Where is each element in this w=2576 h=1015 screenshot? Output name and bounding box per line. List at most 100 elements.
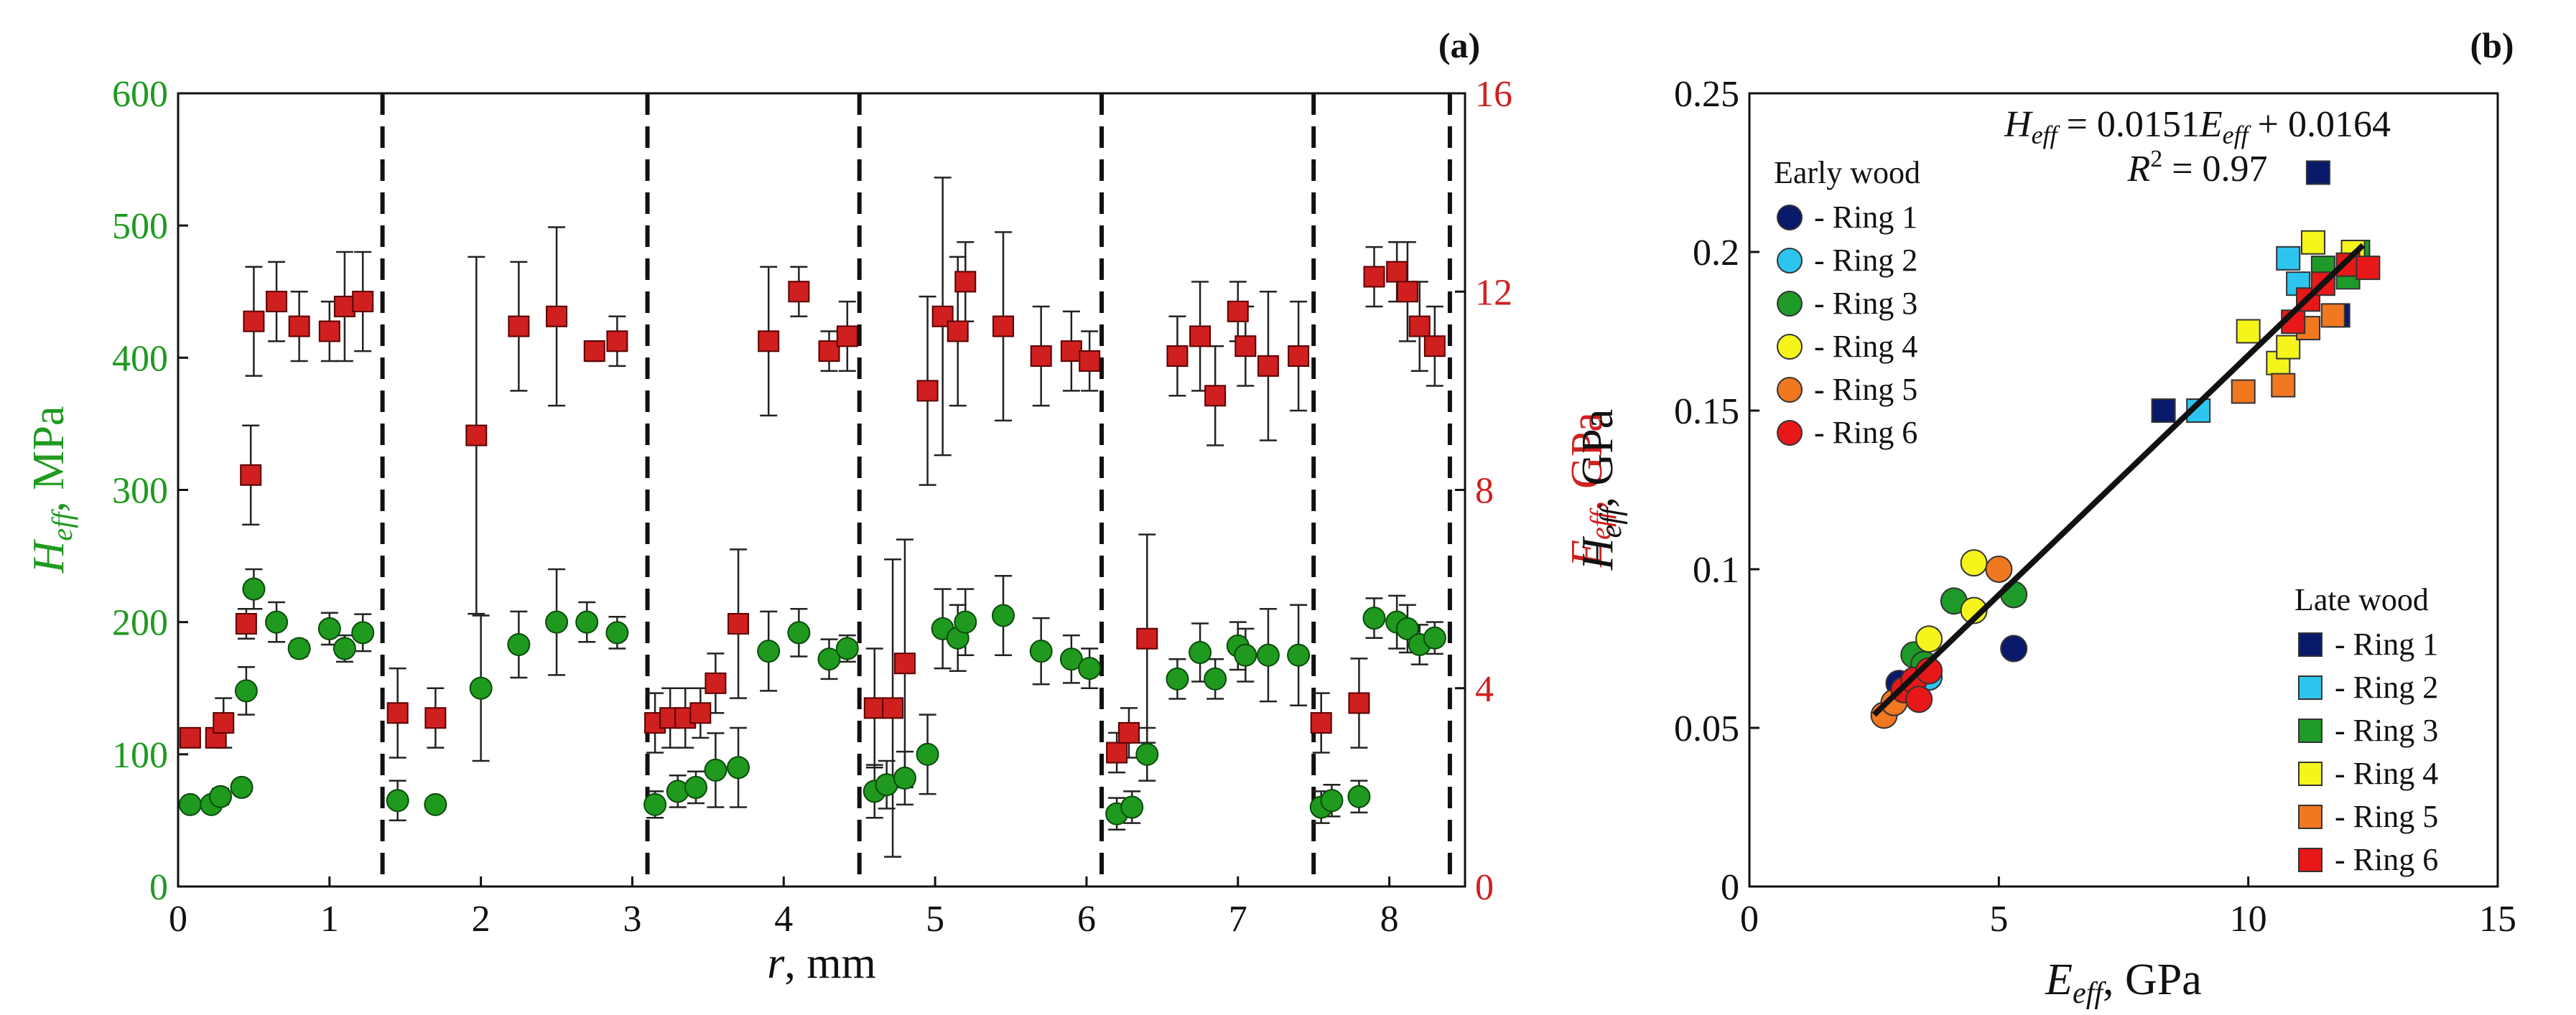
late-wood-point-ring5 bbox=[2271, 373, 2296, 398]
late-wood-point-ring5 bbox=[2320, 303, 2345, 328]
panel-a-x-axis-label: r, mm bbox=[767, 939, 876, 988]
h-eff-point bbox=[1189, 641, 1212, 665]
early-wood-point-ring5 bbox=[1985, 556, 2013, 583]
right-y-tick-label: 4 bbox=[1475, 669, 1494, 710]
legend-marker-ring3 bbox=[1777, 291, 1803, 317]
h-eff-markers bbox=[178, 577, 1446, 825]
h-eff-point bbox=[1320, 789, 1344, 813]
h-eff-point bbox=[333, 637, 356, 660]
x-tick-label: 7 bbox=[1229, 899, 1247, 940]
h-eff-point bbox=[605, 621, 629, 645]
e-eff-point bbox=[1234, 335, 1257, 357]
e-eff-point bbox=[1288, 345, 1310, 368]
panel-a-right-y-ticks: 0 4 8 12 16 bbox=[1455, 74, 1512, 908]
panel-b-frame bbox=[1748, 92, 2499, 888]
e-eff-point bbox=[266, 291, 288, 313]
b-y-tick-label: 0.15 bbox=[1674, 391, 1739, 432]
right-y-tick-label: 0 bbox=[1475, 867, 1494, 908]
early-wood-point-ring1 bbox=[2000, 635, 2028, 663]
e-eff-point bbox=[836, 325, 858, 347]
x-tick-label: 1 bbox=[320, 899, 339, 940]
panel-a-left-y-axis-label: Heff, MPa bbox=[24, 406, 78, 574]
left-y-tick-label: 300 bbox=[112, 471, 168, 512]
h-eff-point bbox=[265, 610, 289, 634]
early-wood-point-ring4 bbox=[1960, 597, 1988, 625]
left-y-tick-label: 100 bbox=[112, 735, 168, 776]
e-eff-markers bbox=[179, 261, 1446, 764]
legend-marker-ring4 bbox=[1777, 334, 1803, 360]
panel-b-points bbox=[1870, 160, 2381, 729]
h-eff-point bbox=[424, 792, 447, 816]
fit-equation: Heff = 0.0151Eeff + 0.0164 bbox=[2004, 104, 2391, 149]
left-y-tick-label: 600 bbox=[112, 74, 168, 115]
e-eff-point bbox=[1396, 281, 1418, 303]
panel-a-left-y-ticks: 0 100 200 300 400 500 600 bbox=[112, 74, 188, 908]
b-y-tick-label: 0 bbox=[1721, 867, 1739, 908]
panel-a-frame bbox=[177, 92, 1466, 888]
h-eff-point bbox=[1362, 607, 1386, 630]
legend-marker-ring2 bbox=[1777, 248, 1803, 273]
e-eff-point bbox=[727, 612, 750, 635]
b-x-tick-label: 5 bbox=[1989, 899, 2008, 940]
panel-b-label: (b) bbox=[2470, 25, 2514, 65]
panel-a-right-y-axis-label: Eeff, GPa bbox=[1563, 412, 1617, 568]
e-eff-point bbox=[758, 330, 780, 352]
legend-label: - Ring 6 bbox=[2335, 842, 2438, 877]
h-eff-point bbox=[1234, 643, 1257, 667]
e-eff-point bbox=[1408, 315, 1431, 337]
h-eff-point bbox=[1423, 626, 1446, 650]
h-eff-point bbox=[787, 621, 811, 645]
e-eff-point bbox=[583, 340, 605, 362]
h-eff-point bbox=[757, 640, 781, 663]
h-eff-point bbox=[684, 775, 708, 799]
legend-label: - Ring 1 bbox=[1814, 200, 1917, 235]
legend-marker-ring5 bbox=[1777, 377, 1803, 403]
e-eff-point bbox=[240, 464, 262, 486]
e-eff-error-bars bbox=[181, 177, 1443, 858]
h-eff-point bbox=[287, 637, 311, 660]
e-eff-point bbox=[1348, 692, 1370, 714]
h-eff-point bbox=[1166, 667, 1189, 691]
h-eff-point bbox=[386, 789, 409, 813]
h-eff-point bbox=[727, 756, 750, 780]
h-eff-point bbox=[954, 610, 977, 634]
h-eff-point bbox=[916, 742, 939, 766]
h-eff-point bbox=[234, 679, 258, 703]
h-eff-point bbox=[545, 610, 569, 634]
late-wood-point-ring4 bbox=[2276, 335, 2301, 360]
legend-late-wood: Late wood - Ring 1 - Ring 2 - Ring 3 - Ring … bbox=[2294, 582, 2438, 877]
late-wood-point-ring4 bbox=[2236, 319, 2261, 344]
b-y-tick-label: 0.2 bbox=[1693, 233, 1739, 273]
e-eff-point bbox=[1079, 350, 1101, 372]
h-eff-point bbox=[643, 792, 667, 816]
panel-b: 0 5 10 15 0 0.05 0.1 0.15 0.2 0.25 Early wood - R… bbox=[1573, 25, 2516, 1010]
panel-b-y-ticks: 0 0.05 0.1 0.15 0.2 0.25 bbox=[1674, 74, 1759, 908]
e-eff-point bbox=[1166, 345, 1189, 368]
ring-boundaries bbox=[380, 93, 1452, 887]
e-eff-point bbox=[1106, 742, 1128, 764]
e-eff-point bbox=[1030, 345, 1052, 368]
e-eff-point bbox=[235, 612, 257, 635]
x-tick-label: 3 bbox=[623, 899, 641, 940]
e-eff-point bbox=[1204, 385, 1227, 407]
r-squared: R2 = 0.97 bbox=[2126, 146, 2267, 190]
b-x-tick-label: 0 bbox=[1740, 899, 1759, 940]
late-wood-point-ring2 bbox=[2276, 245, 2301, 271]
panel-b-y-axis-label: Heff, GPa bbox=[1573, 409, 1628, 571]
h-eff-point bbox=[507, 632, 531, 656]
legend-marker-ring1 bbox=[2298, 632, 2322, 657]
legend-label: - Ring 5 bbox=[1814, 372, 1917, 407]
e-eff-point bbox=[893, 652, 916, 675]
legend-label: - Ring 2 bbox=[2335, 670, 2438, 705]
x-tick-label: 4 bbox=[774, 899, 793, 940]
e-eff-point bbox=[788, 281, 810, 303]
h-eff-point bbox=[351, 621, 375, 645]
legend-label: - Ring 3 bbox=[2335, 713, 2438, 748]
late-wood-point-ring4 bbox=[2300, 230, 2325, 255]
e-eff-point bbox=[1386, 261, 1408, 283]
left-y-tick-label: 500 bbox=[112, 206, 168, 247]
e-eff-point bbox=[386, 702, 409, 724]
legend-marker-ring5 bbox=[2298, 805, 2322, 829]
panel-a-x-ticks: 0 1 2 3 4 5 6 7 8 bbox=[169, 876, 1399, 940]
